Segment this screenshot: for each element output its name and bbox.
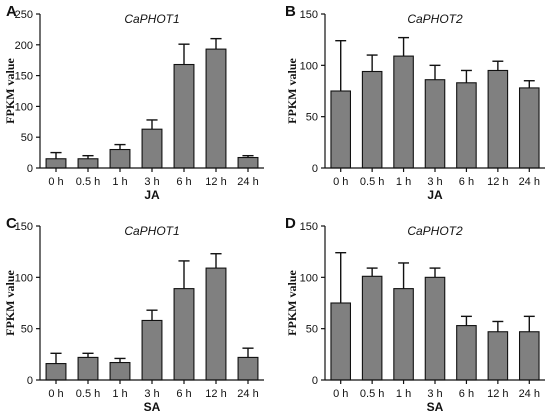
panel-b-y-tick-label-0: 0 xyxy=(312,163,318,175)
panel-a-y-tick-label-0: 0 xyxy=(27,163,33,175)
panel-a-y-tick-label-2: 100 xyxy=(15,101,33,113)
panel-b-x-tick-label-1: 0.5 h xyxy=(360,176,384,188)
panel-c-y-tick-label-1: 50 xyxy=(21,324,33,336)
panel-d-y-tick-label-3: 150 xyxy=(300,221,318,233)
panel-c-x-tick-label-0: 0 h xyxy=(48,388,63,400)
panel-b-x-tick-label-0: 0 h xyxy=(333,176,348,188)
panel-a-x-tick-label-6: 24 h xyxy=(237,176,258,188)
panel-c-letter: C xyxy=(6,215,17,232)
panel-b-x-tick-label-5: 12 h xyxy=(487,176,508,188)
panel-d-y-axis-label: FPKM value xyxy=(285,270,299,336)
panel-c-bar-1 xyxy=(77,356,99,381)
panel-d-x-tick-label-4: 6 h xyxy=(459,388,474,400)
panel-d-x-tick-label-6: 24 h xyxy=(519,388,540,400)
panel-c-bar-6 xyxy=(237,356,259,381)
panel-b-bar-5 xyxy=(487,69,509,169)
panel-a-bar-4 xyxy=(173,63,195,169)
panel-d-x-tick-label-5: 12 h xyxy=(487,388,508,400)
panel-c-x-tick-label-4: 6 h xyxy=(176,388,191,400)
panel-c-y-tick-label-2: 100 xyxy=(15,272,33,284)
panel-d-y-tick-label-1: 50 xyxy=(306,324,318,336)
panel-d-x-tick-label-1: 0.5 h xyxy=(360,388,384,400)
panel-a-y-tick-label-5: 250 xyxy=(15,9,33,21)
panel-c-bar-2 xyxy=(109,361,131,381)
panel-d-y-tick-label-0: 0 xyxy=(312,375,318,387)
panel-d-bar-2 xyxy=(393,288,414,381)
panel-d-bar-1 xyxy=(361,275,383,381)
panel-d-y-tick-label-2: 100 xyxy=(300,272,318,284)
panel-d-x-tick-label-2: 1 h xyxy=(396,388,411,400)
panel-d-x-axis-label: SA xyxy=(427,400,444,414)
panel-c-bar-4 xyxy=(173,288,195,381)
panel-b-x-tick-label-3: 3 h xyxy=(427,176,442,188)
panel-b-y-tick-label-1: 50 xyxy=(306,112,318,124)
panel-a-x-tick-label-2: 1 h xyxy=(112,176,127,188)
panel-b-x-tick-label-2: 1 h xyxy=(396,176,411,188)
panel-d-x-tick-label-3: 3 h xyxy=(427,388,442,400)
panel-a-bar-1 xyxy=(77,158,99,169)
panel-b-letter: B xyxy=(285,3,296,20)
panel-b-y-axis-label: FPKM value xyxy=(285,58,299,124)
panel-b-x-axis-label: JA xyxy=(427,188,443,202)
panel-b-bar-6 xyxy=(518,87,540,169)
panel-a-x-tick-label-4: 6 h xyxy=(176,176,191,188)
panel-a-bar-0 xyxy=(45,158,67,169)
panel-b-bar-0 xyxy=(330,90,352,169)
panel-d-x-tick-label-0: 0 h xyxy=(333,388,348,400)
panel-a-x-tick-label-5: 12 h xyxy=(205,176,226,188)
panel-c-bar-5 xyxy=(205,267,227,381)
panel-a-x-tick-label-3: 3 h xyxy=(144,176,159,188)
panel-c-bar-0 xyxy=(45,363,67,381)
panel-a-letter: A xyxy=(6,3,17,20)
panel-b-x-tick-label-4: 6 h xyxy=(459,176,474,188)
panel-c-x-tick-label-5: 12 h xyxy=(205,388,226,400)
panel-b-y-tick-label-2: 100 xyxy=(300,60,318,72)
panel-d-bar-5 xyxy=(487,331,509,381)
panel-d-bar-0 xyxy=(330,302,352,381)
panel-c-x-tick-label-3: 3 h xyxy=(144,388,159,400)
panel-c-x-tick-label-6: 24 h xyxy=(237,388,258,400)
panel-a-x-tick-label-1: 0.5 h xyxy=(76,176,100,188)
panel-a-y-axis-label: FPKM value xyxy=(3,58,17,124)
panel-a-bar-5 xyxy=(205,48,227,169)
panel-a-y-tick-label-4: 200 xyxy=(15,40,33,52)
panel-d-bar-4 xyxy=(456,325,477,381)
panel-d-bar-6 xyxy=(518,331,540,381)
panel-a-x-tick-label-0: 0 h xyxy=(48,176,63,188)
panel-c-bar-3 xyxy=(141,319,163,381)
panel-d-title: CaPHOT2 xyxy=(407,224,463,238)
panel-b-bar-2 xyxy=(393,55,414,169)
panel-b-title: CaPHOT2 xyxy=(407,12,463,26)
panel-b-bar-4 xyxy=(456,82,477,169)
panel-a-x-axis-label: JA xyxy=(144,188,160,202)
panel-c-y-tick-label-0: 0 xyxy=(27,375,33,387)
panel-b-bar-1 xyxy=(361,70,383,169)
panel-c-x-axis-label: SA xyxy=(144,400,161,414)
panel-a-bar-3 xyxy=(141,128,163,169)
panel-c-x-tick-label-1: 0.5 h xyxy=(76,388,100,400)
panel-c-y-axis-label: FPKM value xyxy=(3,270,17,336)
panel-b-bar-3 xyxy=(424,79,446,169)
panel-b-y-tick-label-3: 150 xyxy=(300,9,318,21)
panel-a-bar-6 xyxy=(237,156,259,169)
panel-c-x-tick-label-2: 1 h xyxy=(112,388,127,400)
panel-a-y-tick-label-1: 50 xyxy=(21,132,33,144)
panel-a-y-tick-label-3: 150 xyxy=(15,71,33,83)
panel-d-letter: D xyxy=(285,215,296,232)
panel-a-bar-2 xyxy=(109,148,131,169)
panel-d-bar-3 xyxy=(424,276,446,381)
panel-c-title: CaPHOT1 xyxy=(124,224,179,238)
panel-a-title: CaPHOT1 xyxy=(124,12,179,26)
panel-c-y-tick-label-3: 150 xyxy=(15,221,33,233)
panel-b-x-tick-label-6: 24 h xyxy=(519,176,540,188)
